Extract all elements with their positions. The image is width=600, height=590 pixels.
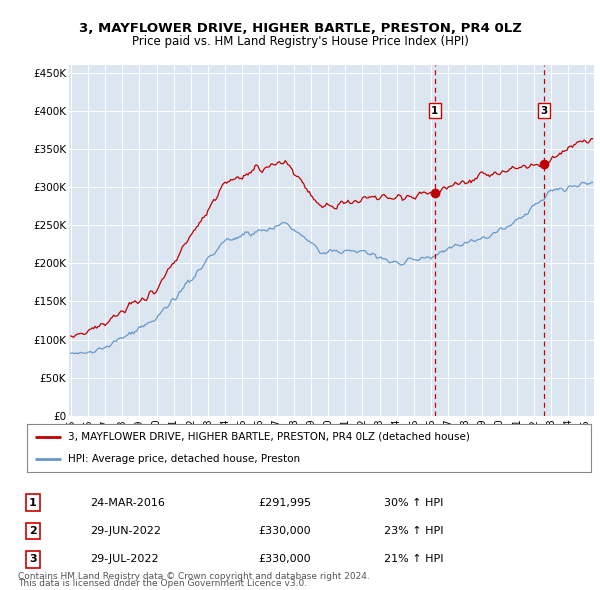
Text: Price paid vs. HM Land Registry's House Price Index (HPI): Price paid vs. HM Land Registry's House … xyxy=(131,35,469,48)
Text: 23% ↑ HPI: 23% ↑ HPI xyxy=(384,526,443,536)
Text: 3: 3 xyxy=(540,106,547,116)
Text: 29-JUL-2022: 29-JUL-2022 xyxy=(90,555,158,564)
Text: 21% ↑ HPI: 21% ↑ HPI xyxy=(384,555,443,564)
Text: This data is licensed under the Open Government Licence v3.0.: This data is licensed under the Open Gov… xyxy=(18,579,307,588)
Text: 29-JUN-2022: 29-JUN-2022 xyxy=(90,526,161,536)
Text: £330,000: £330,000 xyxy=(258,526,311,536)
Text: 24-MAR-2016: 24-MAR-2016 xyxy=(90,498,165,507)
Text: Contains HM Land Registry data © Crown copyright and database right 2024.: Contains HM Land Registry data © Crown c… xyxy=(18,572,370,581)
Text: 3, MAYFLOWER DRIVE, HIGHER BARTLE, PRESTON, PR4 0LZ (detached house): 3, MAYFLOWER DRIVE, HIGHER BARTLE, PREST… xyxy=(68,432,469,442)
Text: 3: 3 xyxy=(29,555,37,564)
Text: HPI: Average price, detached house, Preston: HPI: Average price, detached house, Pres… xyxy=(68,454,300,464)
Text: 2: 2 xyxy=(29,526,37,536)
Text: 1: 1 xyxy=(431,106,439,116)
Text: £330,000: £330,000 xyxy=(258,555,311,564)
Text: 30% ↑ HPI: 30% ↑ HPI xyxy=(384,498,443,507)
Text: 3, MAYFLOWER DRIVE, HIGHER BARTLE, PRESTON, PR4 0LZ: 3, MAYFLOWER DRIVE, HIGHER BARTLE, PREST… xyxy=(79,22,521,35)
Text: £291,995: £291,995 xyxy=(258,498,311,507)
Text: 1: 1 xyxy=(29,498,37,507)
